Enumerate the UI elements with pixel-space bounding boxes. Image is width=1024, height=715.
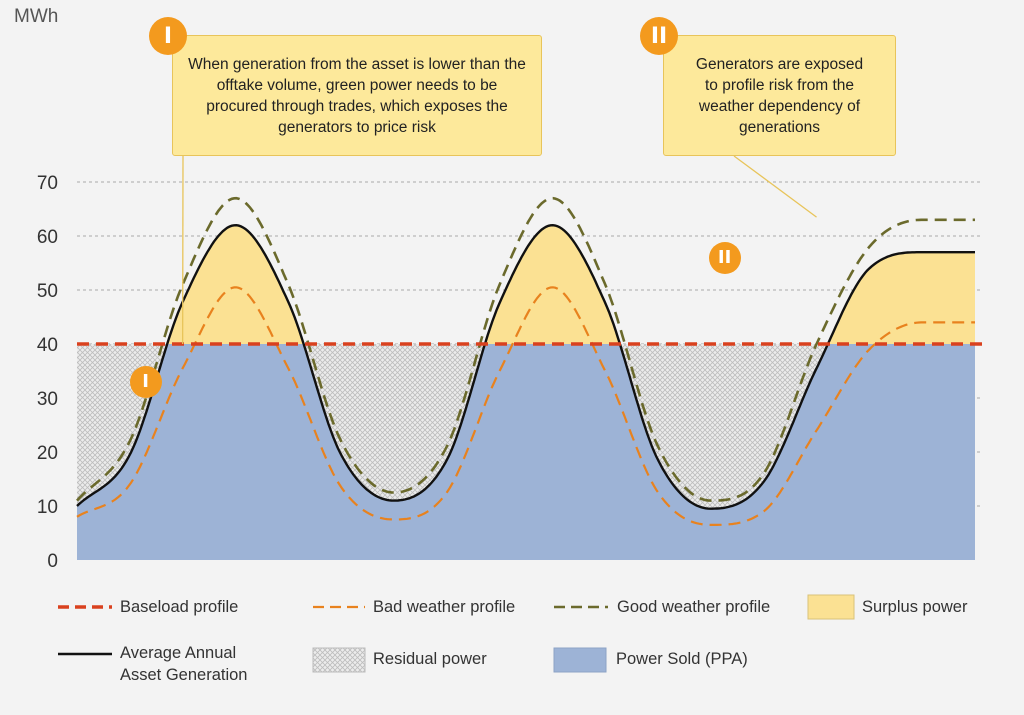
callout-badge-i: I [149, 17, 187, 55]
area-power-sold [77, 344, 975, 560]
legend-item-sold: Power Sold (PPA) [554, 648, 748, 670]
legend-item-good-weather: Good weather profile [554, 596, 770, 618]
legend-label-good-weather: Good weather profile [617, 598, 771, 616]
y-tick-label: 40 [37, 335, 58, 356]
y-tick-label: 60 [37, 227, 58, 248]
line-good-weather [76, 196, 975, 502]
y-axis-ticks: 0 10 20 30 40 50 60 70 [37, 173, 58, 572]
legend-label-baseload: Baseload profile [120, 598, 239, 616]
legend-label-sold: Power Sold (PPA) [616, 650, 748, 668]
line-bad-weather [76, 286, 975, 526]
callout-profile-risk: Generators are exposed to profile risk f… [663, 35, 896, 156]
legend-swatches [58, 594, 855, 673]
area-residual-power [77, 344, 975, 509]
chart-lines [76, 196, 983, 526]
leader-line-ii [733, 155, 817, 218]
y-tick-label: 20 [37, 443, 58, 464]
legend-label-residual: Residual power [373, 650, 487, 668]
legend-swatch-surplus [807, 594, 855, 620]
legend-item-bad-weather: Bad weather profile [313, 596, 515, 618]
legend-label-average: Average Annual Asset Generation [120, 644, 248, 684]
legend-item-baseload: Baseload profile [58, 596, 238, 618]
y-tick-label: 10 [37, 497, 58, 518]
callout-badge-ii: II [640, 17, 678, 55]
y-tick-label: 50 [37, 281, 58, 302]
y-axis-unit-label: MWh [14, 6, 59, 27]
legend-label-bad-weather: Bad weather profile [373, 598, 516, 616]
legend-label-surplus: Surplus power [862, 598, 968, 616]
callout-price-risk: When generation from the asset is lower … [172, 35, 542, 156]
callout-profile-risk-text: Generators are exposed to profile risk f… [695, 55, 864, 136]
legend-swatch-residual [312, 647, 366, 673]
legend-item-average: Average Annual Asset Generation [58, 642, 278, 686]
callout-price-risk-text: When generation from the asset is lower … [188, 55, 526, 136]
y-tick-label: 30 [37, 389, 58, 410]
chart-marker-i: I [129, 365, 162, 398]
legend-swatch-sold [553, 647, 607, 673]
y-tick-label: 0 [47, 551, 58, 572]
callout-leaders [181, 155, 817, 345]
y-tick-label: 70 [37, 173, 58, 194]
legend-item-residual: Residual power [313, 648, 487, 670]
legend-item-surplus: Surplus power [808, 596, 967, 618]
line-average-generation [76, 223, 975, 510]
area-surplus-power [77, 225, 975, 344]
chart-marker-ii: II [708, 241, 741, 274]
